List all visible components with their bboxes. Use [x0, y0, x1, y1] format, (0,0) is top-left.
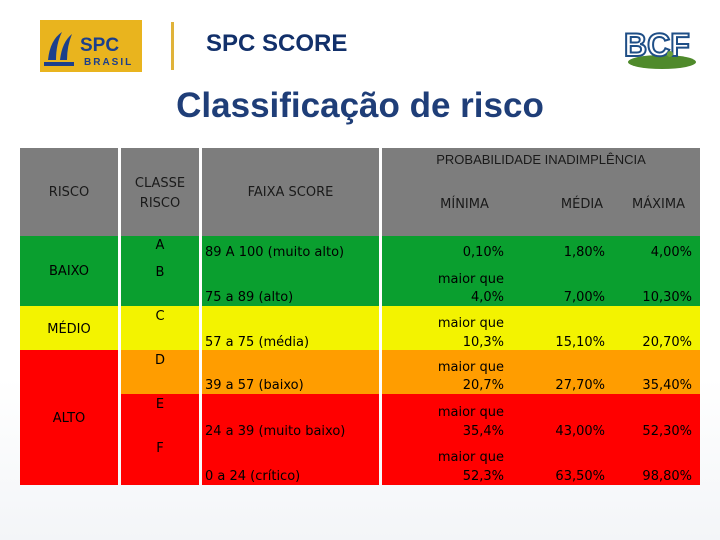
class-b-cell — [121, 262, 199, 306]
header-divider — [171, 22, 174, 70]
header-risco: RISCO — [48, 185, 90, 200]
media-value: 7,00% — [563, 290, 605, 305]
minima-value: 10,3% — [462, 335, 504, 350]
minima-label: maior que — [437, 450, 504, 465]
faixa-cell-2 — [202, 262, 379, 306]
risk-level-alto: ALTO — [52, 411, 86, 426]
maxima-value: 20,70% — [642, 335, 692, 350]
class-c-cell — [121, 306, 199, 350]
header-prob-cell — [382, 148, 700, 236]
bcf-logo: BCF — [623, 26, 696, 69]
header-classe-line1: CLASSE — [134, 176, 186, 191]
minima-value: 0,10% — [462, 245, 504, 260]
class-e-cell — [121, 394, 199, 438]
prob-row-6 — [382, 438, 700, 485]
minima-label: maior que — [437, 316, 504, 331]
minima-value: 20,7% — [462, 378, 504, 393]
class-f: F — [156, 441, 164, 456]
header-faixa-cell — [202, 148, 379, 236]
media-value: 63,50% — [555, 469, 605, 484]
class-c: C — [155, 309, 165, 324]
class-a: A — [155, 238, 165, 253]
class-d: D — [154, 353, 165, 368]
prob-row-5 — [382, 394, 700, 438]
class-b: B — [155, 265, 165, 280]
faixa-cell-5 — [202, 394, 379, 438]
faixa-score: 24 a 39 (muito baixo) — [205, 424, 346, 439]
maxima-value: 4,00% — [650, 245, 692, 260]
media-value: 15,10% — [555, 335, 605, 350]
faixa-cell-6 — [202, 438, 379, 485]
faixa-score: 39 a 57 (baixo) — [205, 378, 304, 393]
faixa-cell-3 — [202, 306, 379, 350]
media-value: 1,80% — [563, 245, 605, 260]
svg-text:BCF: BCF — [624, 27, 690, 63]
class-e: E — [155, 397, 165, 412]
minima-label: maior que — [437, 360, 504, 375]
minima-value: 4,0% — [470, 290, 504, 305]
risk-medio-cell — [20, 306, 118, 350]
prob-row-4 — [382, 350, 700, 394]
brand-title: SPC SCORE — [206, 30, 348, 57]
media-value: 43,00% — [555, 424, 605, 439]
slide-title: Classificação de risco — [176, 86, 544, 125]
minima-value: 35,4% — [462, 424, 504, 439]
svg-text:SPC: SPC — [80, 35, 119, 56]
class-a-cell — [121, 236, 199, 262]
risk-level-baixo: BAIXO — [49, 264, 89, 279]
maxima-value: 10,30% — [642, 290, 692, 305]
prob-row-1 — [382, 236, 700, 262]
class-d-cell — [121, 350, 199, 394]
header-risco-cell — [20, 148, 118, 236]
faixa-score: 89 A 100 (muito alto) — [205, 245, 345, 260]
maxima-value: 52,30% — [642, 424, 692, 439]
faixa-cell-4 — [202, 350, 379, 394]
faixa-score: 0 a 24 (crítico) — [205, 469, 301, 484]
header-maxima: MÁXIMA — [632, 197, 685, 212]
faixa-score: 75 a 89 (alto) — [205, 290, 294, 305]
maxima-value: 35,40% — [642, 378, 692, 393]
faixa-cell-1 — [202, 236, 379, 262]
header-faixa: FAIXA SCORE — [247, 185, 334, 200]
header-classe-cell — [121, 148, 199, 236]
faixa-score: 57 a 75 (média) — [205, 335, 310, 350]
risk-alto-cell — [20, 350, 118, 485]
svg-text:BRASIL: BRASIL — [84, 57, 133, 68]
media-value: 27,70% — [555, 378, 605, 393]
header-prob-group: PROBABILIDADE INADIMPLÊNCIA — [436, 152, 646, 167]
minima-label: maior que — [437, 272, 504, 287]
prob-row-2 — [382, 262, 700, 306]
minima-label: maior que — [437, 405, 504, 420]
minima-value: 52,3% — [462, 469, 504, 484]
header-classe-line2: RISCO — [139, 196, 181, 211]
spc-brasil-logo: SPC BRASIL — [40, 20, 142, 72]
risk-level-medio: MÉDIO — [47, 322, 91, 337]
maxima-value: 98,80% — [642, 469, 692, 484]
risk-baixo-cell — [20, 236, 118, 306]
class-f-cell — [121, 438, 199, 485]
header-media: MÉDIA — [560, 197, 604, 212]
header-minima: MÍNIMA — [440, 197, 489, 212]
prob-row-3 — [382, 306, 700, 350]
